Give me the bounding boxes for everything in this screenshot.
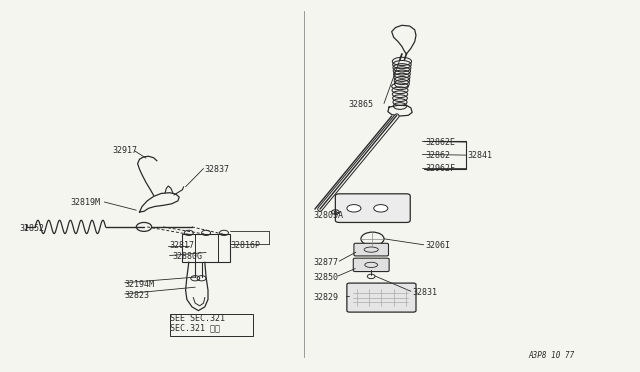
Text: 32823: 32823 (125, 291, 150, 300)
Text: 32816P: 32816P (230, 241, 260, 250)
Text: 32917: 32917 (112, 146, 137, 155)
Text: A3P8 10 77: A3P8 10 77 (528, 351, 574, 360)
Text: 32850: 32850 (314, 273, 339, 282)
Bar (170, 314, 253, 336)
Text: 32829: 32829 (314, 293, 339, 302)
Text: SEE SEC.321: SEE SEC.321 (170, 314, 225, 323)
Text: 32862: 32862 (426, 151, 451, 160)
Text: 32962F: 32962F (426, 164, 456, 173)
Bar (182, 234, 230, 262)
Text: 32837: 32837 (205, 165, 230, 174)
FancyBboxPatch shape (353, 258, 389, 272)
Text: 32862E: 32862E (426, 138, 456, 147)
Text: 32877: 32877 (314, 258, 339, 267)
Text: 3206I: 3206I (426, 241, 451, 250)
Text: 32819M: 32819M (70, 198, 100, 207)
FancyBboxPatch shape (347, 283, 416, 312)
Ellipse shape (347, 205, 361, 212)
Text: SEC.321 参照: SEC.321 参照 (170, 323, 220, 332)
FancyBboxPatch shape (354, 243, 388, 256)
FancyBboxPatch shape (335, 194, 410, 222)
Text: 32831: 32831 (413, 288, 438, 296)
Text: 32865: 32865 (349, 100, 374, 109)
Text: 32841: 32841 (467, 151, 492, 160)
Text: 32852: 32852 (19, 224, 44, 233)
Text: 32817: 32817 (170, 241, 195, 250)
Ellipse shape (374, 205, 388, 212)
Text: 32805A: 32805A (314, 211, 344, 220)
Text: 32194M: 32194M (125, 280, 155, 289)
Text: 32880G: 32880G (173, 252, 203, 261)
